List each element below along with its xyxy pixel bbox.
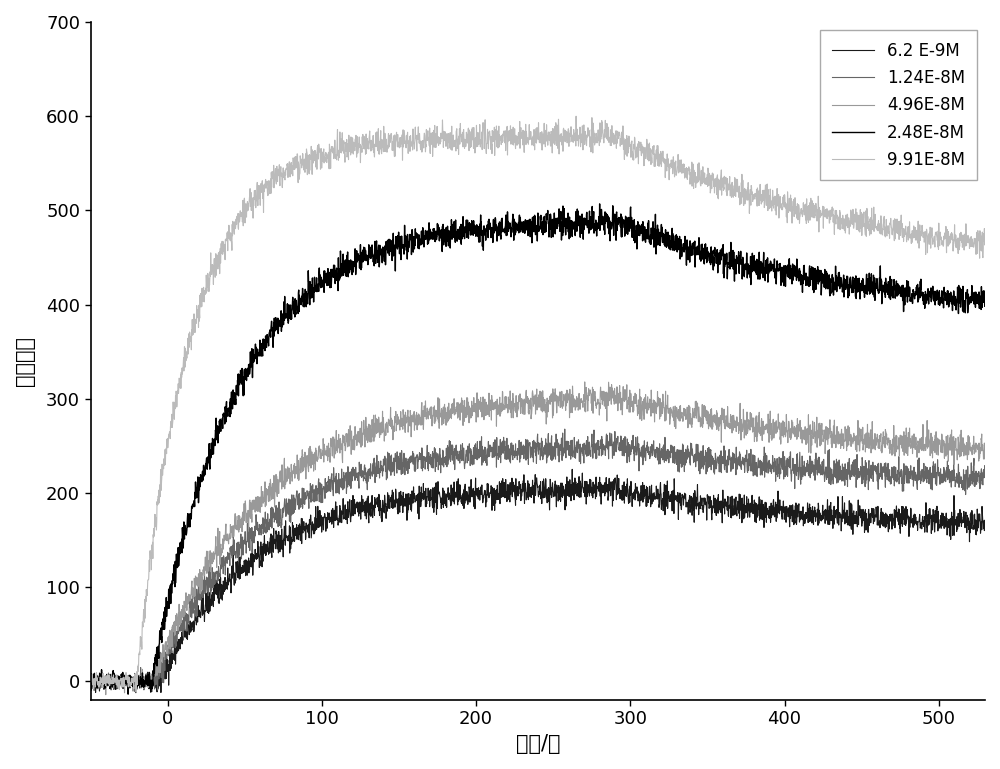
Line: 9.91E-8M: 9.91E-8M	[91, 116, 985, 692]
4.96E-8M	[85, 682, 97, 691]
9.91E-8M	[979, 237, 991, 246]
Y-axis label: 结合强度: 结合强度	[15, 336, 35, 386]
2.48E-8M	[428, 225, 440, 235]
9.91E-8M	[570, 112, 582, 121]
4.96E-8M	[979, 439, 991, 448]
2.48E-8M	[866, 282, 878, 291]
1.24E-8M	[979, 473, 991, 482]
4.96E-8M	[467, 407, 479, 416]
4.96E-8M	[100, 690, 112, 699]
9.91E-8M	[240, 208, 252, 217]
1.24E-8M	[559, 424, 571, 434]
9.91E-8M	[187, 330, 199, 339]
6.2 E-9M	[866, 504, 878, 513]
9.91E-8M	[467, 125, 479, 135]
4.96E-8M	[187, 583, 199, 592]
1.24E-8M	[240, 537, 252, 546]
4.96E-8M	[428, 411, 440, 420]
2.48E-8M	[122, 690, 134, 699]
4.96E-8M	[866, 434, 878, 443]
2.48E-8M	[187, 501, 199, 511]
9.91E-8M	[428, 126, 440, 135]
X-axis label: 时间/秒: 时间/秒	[516, 734, 560, 754]
1.24E-8M	[128, 687, 140, 696]
9.91E-8M	[85, 672, 97, 681]
6.2 E-9M	[428, 508, 440, 517]
6.2 E-9M	[566, 464, 578, 474]
Line: 1.24E-8M: 1.24E-8M	[91, 429, 985, 691]
2.48E-8M	[85, 677, 97, 687]
Line: 2.48E-8M: 2.48E-8M	[91, 204, 985, 694]
4.96E-8M	[240, 512, 252, 521]
9.91E-8M	[130, 687, 142, 697]
2.48E-8M	[979, 293, 991, 302]
9.91E-8M	[962, 231, 974, 240]
1.24E-8M	[85, 684, 97, 693]
2.48E-8M	[240, 375, 252, 384]
1.24E-8M	[428, 449, 440, 458]
6.2 E-9M	[85, 684, 97, 694]
Line: 4.96E-8M: 4.96E-8M	[91, 382, 985, 694]
2.48E-8M	[594, 199, 606, 208]
4.96E-8M	[579, 378, 591, 387]
6.2 E-9M	[467, 491, 479, 501]
6.2 E-9M	[187, 622, 199, 631]
6.2 E-9M	[240, 556, 252, 565]
4.96E-8M	[962, 431, 974, 441]
6.2 E-9M	[130, 688, 142, 697]
6.2 E-9M	[962, 513, 974, 522]
1.24E-8M	[866, 468, 878, 477]
2.48E-8M	[467, 225, 479, 234]
6.2 E-9M	[979, 519, 991, 528]
9.91E-8M	[866, 204, 878, 213]
1.24E-8M	[962, 471, 974, 481]
1.24E-8M	[467, 451, 479, 460]
Line: 6.2 E-9M: 6.2 E-9M	[91, 469, 985, 693]
2.48E-8M	[962, 304, 974, 313]
Legend: 6.2 E-9M, 1.24E-8M, 4.96E-8M, 2.48E-8M, 9.91E-8M: 6.2 E-9M, 1.24E-8M, 4.96E-8M, 2.48E-8M, …	[820, 30, 977, 181]
1.24E-8M	[187, 601, 199, 610]
